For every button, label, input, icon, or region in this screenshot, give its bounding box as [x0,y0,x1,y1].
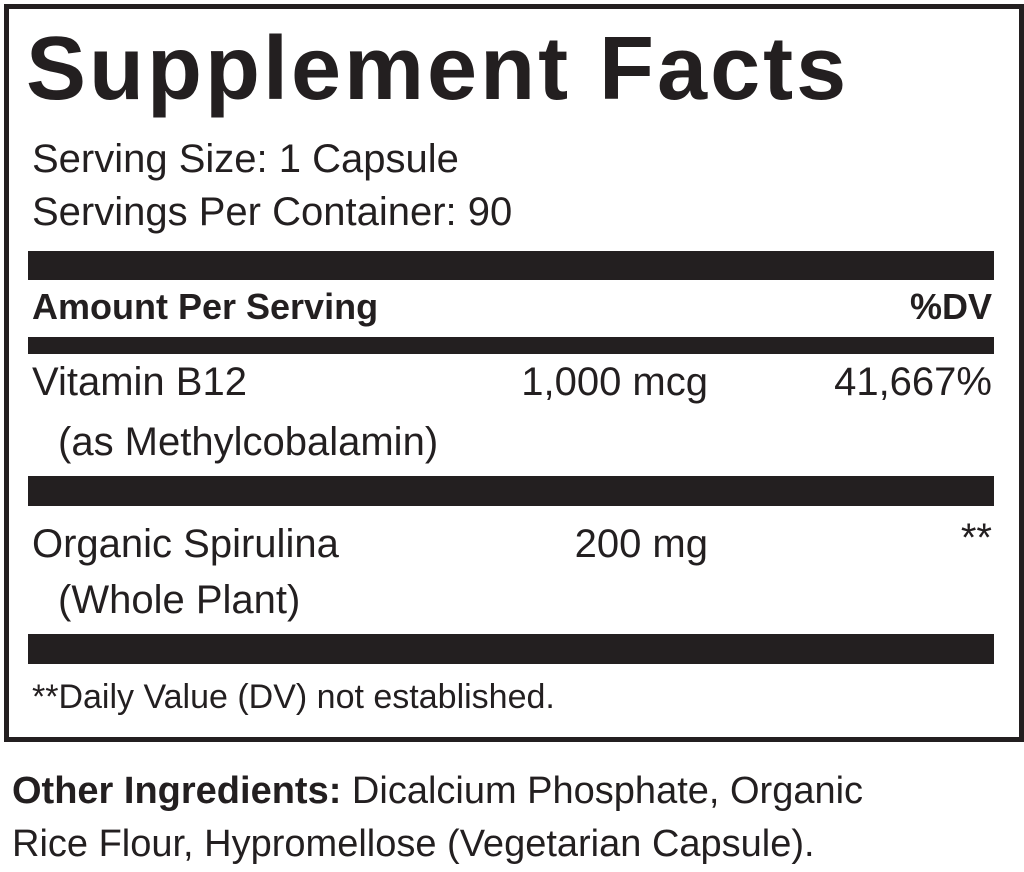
serving-size: Serving Size: 1 Capsule [32,137,459,181]
supplement-facts-panel [4,4,1024,742]
nutrient-form: (as Methylcobalamin) [58,420,439,464]
divider-thick [28,634,994,664]
nutrient-dv: 41,667% [834,360,992,404]
servings-per-container: Servings Per Container: 90 [32,190,513,234]
other-ingredients: Other Ingredients: Dicalcium Phosphate, … [12,770,863,813]
nutrient-name: Organic Spirulina [32,522,339,566]
other-ingredients-line2: Rice Flour, Hypromellose (Vegetarian Cap… [12,823,815,865]
nutrient-dv: ** [960,516,992,560]
amount-header: Amount Per Serving [32,286,379,327]
divider-thick [28,251,994,280]
panel-title: Supplement Facts [26,19,850,119]
nutrient-form: (Whole Plant) [58,578,301,622]
nutrient-amount: 1,000 mcg [521,360,708,404]
other-ingredients-label: Other Ingredients: [12,770,342,812]
nutrient-amount: 200 mg [574,522,708,566]
footnote: **Daily Value (DV) not established. [32,678,555,716]
divider [28,337,994,354]
dv-header: %DV [909,286,992,327]
divider-thick [28,476,994,506]
other-ingredients-text: Dicalcium Phosphate, Organic [341,770,864,812]
nutrient-name: Vitamin B12 [32,360,247,404]
